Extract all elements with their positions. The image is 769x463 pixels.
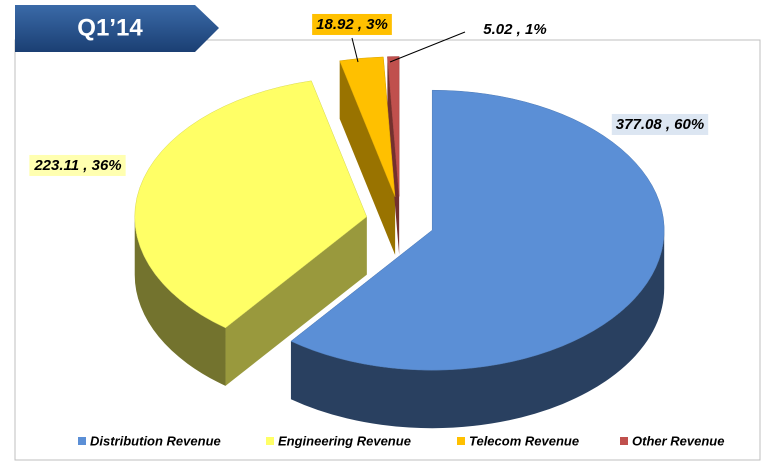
chart-title: Q1’14: [77, 14, 143, 41]
legend-swatch: [457, 437, 465, 445]
legend-label: Engineering Revenue: [278, 433, 411, 448]
pie-slice: [387, 56, 400, 197]
data-label-box: [312, 13, 392, 35]
legend-swatch: [620, 437, 628, 445]
pie-slice: [339, 56, 396, 197]
legend-label: Other Revenue: [632, 433, 724, 448]
slice-face: [339, 60, 396, 255]
title-banner: [15, 5, 219, 52]
slice-side: [290, 230, 665, 429]
data-label: 377.08 , 60%: [616, 116, 704, 133]
pie-slice: [290, 89, 665, 371]
data-label-box: [611, 113, 709, 135]
legend: Distribution Revenue Engineering Revenue T…: [78, 433, 724, 448]
pie-tops: [134, 56, 665, 371]
slice-face: [225, 216, 367, 386]
labels: 377.08 , 60% 223.11 , 36% 18.92 , 3% 5.02 ,…: [29, 13, 709, 176]
legend-label: Telecom Revenue: [469, 433, 579, 448]
legend-label: Distribution Revenue: [90, 433, 221, 448]
data-label: 18.92 , 3%: [316, 16, 388, 33]
legend-swatch: [78, 437, 86, 445]
leader-line: [351, 37, 359, 63]
data-label-box: [29, 154, 126, 176]
data-label: 5.02 , 1%: [483, 21, 546, 38]
legend-swatch: [266, 437, 274, 445]
pie-slice: [134, 80, 368, 329]
data-label: 223.11 , 36%: [33, 157, 121, 174]
slice-face: [387, 56, 400, 255]
leader-line: [389, 31, 466, 63]
slice-side: [134, 216, 226, 386]
